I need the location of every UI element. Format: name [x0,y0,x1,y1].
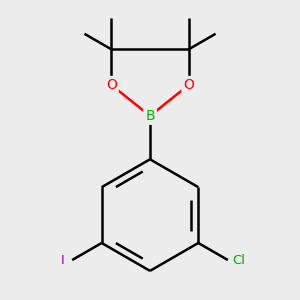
Text: B: B [145,109,155,123]
Text: Cl: Cl [232,254,245,266]
Text: O: O [106,78,117,92]
Text: O: O [183,78,194,92]
Text: I: I [61,254,65,266]
